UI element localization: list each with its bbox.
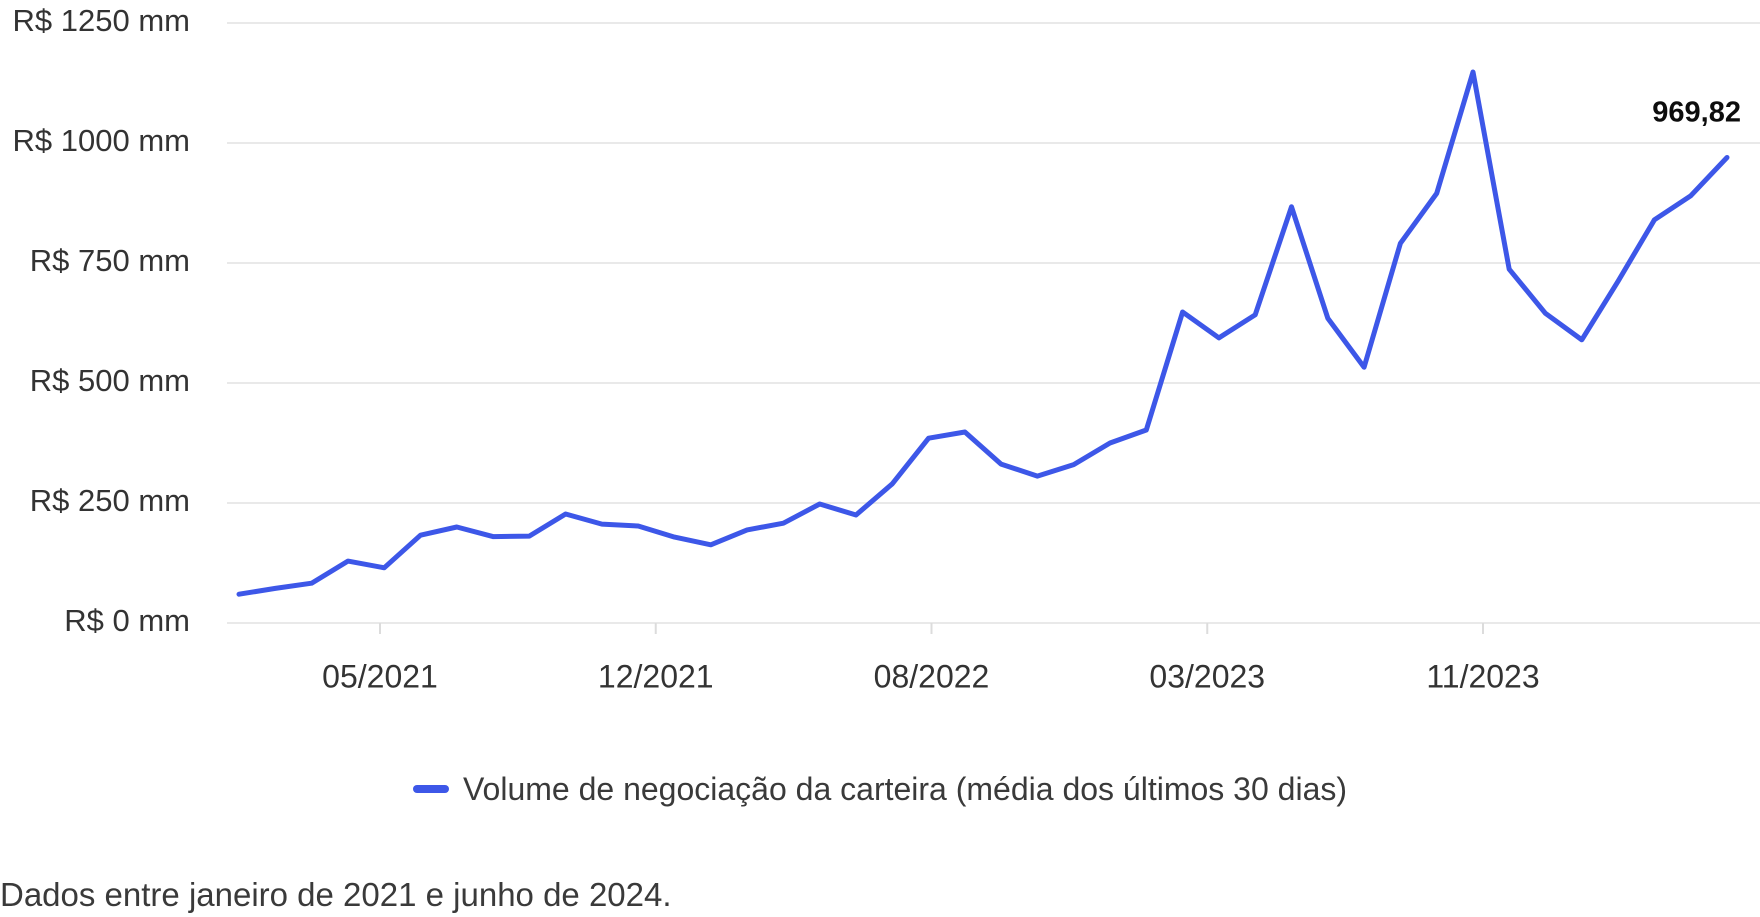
volume-series-line [236, 69, 1730, 597]
chart-legend: Volume de negociação da carteira (média … [0, 770, 1760, 808]
y-axis-label: R$ 750 mm [30, 243, 190, 278]
x-axis-label: 05/2021 [322, 658, 438, 694]
data-range-note: Dados entre janeiro de 2021 e junho de 2… [0, 876, 672, 913]
x-axis-label: 11/2023 [1426, 658, 1539, 694]
y-axis-label: R$ 1250 mm [13, 3, 190, 38]
legend-line-swatch-icon [412, 785, 449, 794]
y-axis-label: R$ 500 mm [30, 363, 190, 398]
x-axis-label: 08/2022 [874, 658, 990, 694]
legend-series-label: Volume de negociação da carteira (média … [462, 771, 1348, 807]
y-axis-label: R$ 0 mm [64, 603, 190, 638]
last-value-label: 969,82 [1652, 96, 1741, 128]
y-axis-label: R$ 1000 mm [13, 123, 190, 158]
x-axis-label: 03/2023 [1149, 658, 1265, 694]
y-axis-label: R$ 250 mm [30, 483, 190, 518]
x-axis-label: 12/2021 [598, 658, 714, 694]
